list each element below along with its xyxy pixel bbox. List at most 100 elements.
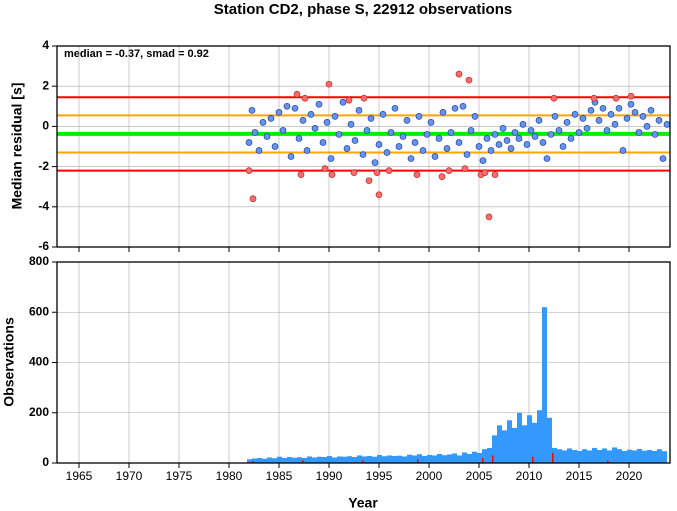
bar [347, 456, 352, 463]
plot-frame [56, 45, 671, 248]
point [435, 135, 443, 142]
bar [577, 450, 582, 463]
bar [477, 452, 482, 463]
x-tick-label: 1970 [116, 469, 143, 483]
y-tick-label: 0 [42, 455, 49, 469]
y-tick-label: 4 [42, 38, 49, 52]
point [639, 112, 647, 120]
point [303, 147, 311, 154]
point [459, 102, 467, 110]
point [523, 141, 531, 148]
x-tick-label: 1990 [316, 469, 343, 483]
point [443, 145, 451, 152]
point [321, 165, 329, 172]
bar [487, 447, 492, 463]
point [539, 139, 547, 146]
x-tick-label: 1965 [66, 469, 93, 483]
point [267, 115, 275, 122]
bar [567, 448, 572, 463]
point [655, 117, 663, 124]
point [427, 119, 435, 126]
bar [632, 450, 637, 463]
point [387, 129, 395, 136]
x-tick-label: 1975 [166, 469, 193, 483]
bar [622, 450, 627, 463]
bar [422, 455, 427, 463]
bar [537, 410, 542, 463]
point [487, 147, 495, 154]
point [411, 139, 419, 146]
point [627, 92, 635, 100]
bar [627, 449, 632, 463]
bar [582, 449, 587, 463]
point [301, 94, 309, 102]
point [555, 127, 563, 134]
point [567, 135, 575, 142]
point [535, 117, 543, 124]
point [391, 104, 399, 112]
x-tick-label: 2015 [566, 469, 593, 483]
point [360, 94, 368, 102]
y-axis-label: Observations [1, 317, 17, 407]
point [263, 133, 271, 140]
bar [427, 454, 432, 463]
point [287, 153, 295, 160]
point [291, 104, 299, 112]
point [423, 131, 431, 138]
point [431, 153, 439, 160]
bar [392, 455, 397, 463]
y-tick-label: 0 [42, 119, 49, 133]
point [619, 147, 627, 154]
bar [607, 460, 609, 463]
point [347, 121, 355, 128]
point [251, 129, 259, 136]
bar [367, 455, 372, 463]
bar [312, 457, 317, 463]
bar [247, 459, 252, 463]
bar [442, 455, 447, 463]
point [651, 131, 659, 138]
point [403, 117, 411, 124]
bar [387, 455, 392, 463]
point [375, 141, 383, 148]
point [245, 167, 253, 174]
bar [542, 307, 547, 463]
bar [592, 447, 597, 463]
x-tick-label: 2000 [416, 469, 443, 483]
bar [402, 456, 407, 463]
point [499, 125, 507, 132]
bar [262, 458, 267, 463]
point [371, 159, 379, 166]
point [447, 129, 455, 136]
bar [472, 451, 477, 463]
bar [287, 456, 292, 463]
point [399, 133, 407, 140]
bar [482, 449, 487, 463]
point [547, 131, 555, 138]
bar [252, 460, 254, 463]
point [631, 108, 639, 116]
y-tick-label: -4 [38, 199, 49, 213]
bar [432, 455, 437, 463]
bar [652, 450, 657, 463]
bar [357, 455, 362, 463]
x-tick-label: 2005 [466, 469, 493, 483]
bar [362, 456, 367, 463]
bar [447, 454, 452, 463]
point [583, 125, 591, 132]
bar [277, 456, 282, 463]
bar [397, 455, 402, 463]
point [663, 121, 671, 128]
bar [527, 415, 532, 463]
point [367, 115, 375, 122]
bar [462, 452, 467, 463]
point [415, 112, 423, 120]
point [271, 143, 279, 150]
bar [417, 454, 422, 463]
point [519, 121, 527, 128]
point [647, 106, 655, 114]
point [503, 137, 511, 144]
point [343, 145, 351, 152]
point [379, 110, 387, 118]
